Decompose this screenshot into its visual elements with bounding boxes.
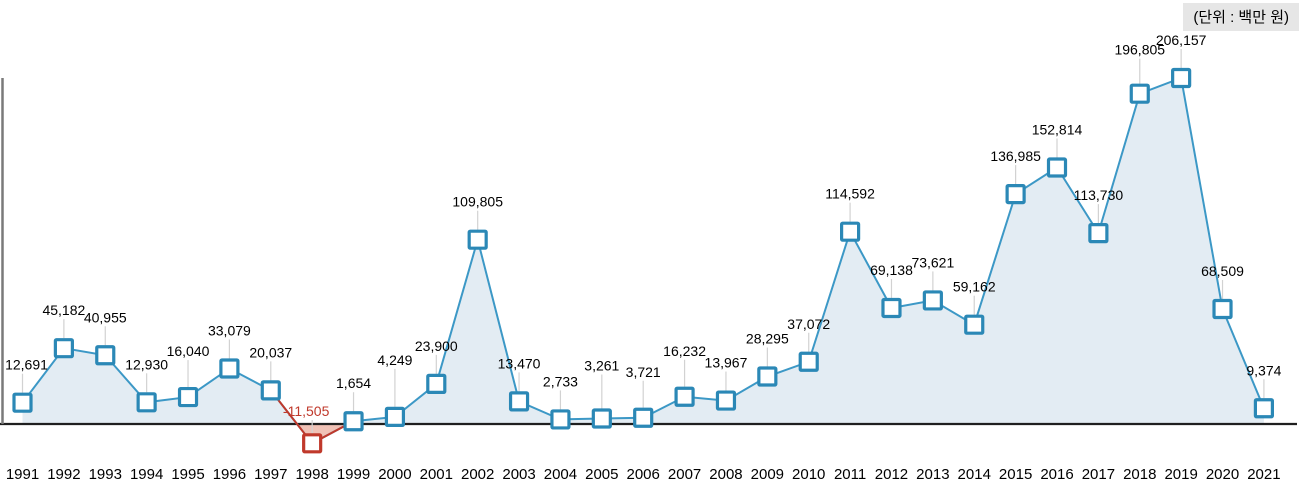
value-label-1993: 40,955: [84, 309, 127, 325]
value-label-1999: 1,654: [336, 375, 371, 391]
x-tick-label-2014: 2014: [958, 466, 991, 483]
value-label-2011: 114,592: [825, 186, 875, 202]
x-tick-label-2008: 2008: [709, 466, 742, 483]
x-tick-label-1994: 1994: [130, 466, 163, 483]
value-label-1994: 12,930: [125, 356, 168, 372]
data-point-marker-2000: [384, 406, 406, 427]
x-tick-label-2021: 2021: [1247, 466, 1280, 483]
x-tick-label-2019: 2019: [1164, 466, 1197, 483]
x-tick-label-1996: 1996: [213, 466, 246, 483]
data-point-marker-1999: [343, 411, 364, 432]
data-point-marker-2011: [839, 221, 861, 242]
x-tick-label-1992: 1992: [47, 466, 80, 483]
data-point-marker-2014: [964, 314, 985, 335]
data-point-marker-2001: [426, 373, 447, 394]
x-tick-label-2002: 2002: [461, 466, 494, 483]
value-label-2013: 73,621: [911, 254, 954, 270]
value-label-2018: 196,805: [1114, 42, 1165, 58]
value-label-2005: 3,261: [584, 358, 619, 374]
data-point-marker-1993: [95, 345, 116, 366]
data-point-marker-2008: [715, 390, 737, 411]
data-point-marker-2017: [1088, 223, 1109, 244]
x-tick-label-2001: 2001: [420, 466, 453, 483]
data-point-marker-1998: [302, 433, 323, 454]
value-label-2001: 23,900: [415, 338, 458, 354]
data-point-marker-2013: [922, 290, 943, 311]
value-label-1997: 20,037: [249, 344, 292, 360]
value-label-2021: 9,374: [1246, 362, 1281, 378]
x-tick-label-1993: 1993: [89, 466, 122, 483]
value-label-2020: 68,509: [1201, 263, 1244, 279]
x-tick-label-1998: 1998: [295, 466, 328, 483]
area-fill-positive: [22, 78, 1264, 424]
data-point-marker-1992: [53, 338, 74, 359]
value-label-1998: -11,505: [283, 403, 330, 419]
x-tick-label-2009: 2009: [751, 466, 784, 483]
x-tick-label-1999: 1999: [337, 466, 370, 483]
data-point-marker-2003: [508, 391, 530, 412]
data-point-marker-2018: [1129, 83, 1150, 104]
value-label-1991: 12,691: [5, 357, 48, 373]
data-point-marker-2016: [1046, 157, 1068, 178]
data-point-marker-2010: [798, 351, 819, 372]
x-tick-label-2020: 2020: [1206, 466, 1239, 483]
data-point-marker-2007: [674, 386, 695, 407]
x-tick-label-2007: 2007: [668, 466, 701, 483]
value-label-1996: 33,079: [208, 322, 251, 338]
data-point-marker-2006: [633, 407, 654, 428]
value-label-2007: 16,232: [663, 343, 706, 359]
data-point-marker-1994: [136, 392, 157, 413]
data-point-marker-2005: [591, 408, 612, 429]
value-label-2000: 4,249: [377, 352, 412, 368]
data-point-marker-1997: [260, 380, 281, 401]
data-point-marker-2012: [881, 297, 902, 319]
data-point-marker-1991: [12, 392, 33, 413]
value-label-2019: 206,157: [1156, 32, 1207, 48]
value-label-2012: 69,138: [870, 262, 913, 278]
x-tick-label-2013: 2013: [916, 466, 949, 483]
x-tick-label-1995: 1995: [171, 466, 204, 483]
value-label-2015: 136,985: [990, 148, 1041, 164]
x-tick-label-2011: 2011: [834, 466, 866, 483]
value-label-2003: 13,470: [498, 355, 541, 371]
x-tick-label-2010: 2010: [792, 466, 825, 483]
x-tick-label-2016: 2016: [1040, 466, 1073, 483]
area-fill-negative: [22, 424, 1264, 444]
data-point-marker-2020: [1212, 298, 1233, 320]
x-tick-label-2003: 2003: [502, 466, 535, 483]
unit-label: (단위 : 백만 원): [1183, 3, 1299, 31]
value-label-2014: 59,162: [953, 279, 996, 295]
value-label-2004: 2,733: [543, 373, 578, 389]
value-label-1992: 45,182: [42, 302, 85, 318]
data-point-marker-2021: [1253, 398, 1275, 419]
value-label-2009: 28,295: [746, 331, 789, 347]
data-point-marker-1996: [219, 358, 240, 379]
data-point-marker-2004: [550, 409, 571, 430]
data-point-marker-2019: [1171, 67, 1192, 89]
value-label-2010: 37,072: [787, 316, 830, 332]
data-point-marker-2002: [467, 229, 488, 250]
x-tick-label-2012: 2012: [875, 466, 908, 483]
x-tick-label-2000: 2000: [378, 466, 411, 483]
x-tick-label-2017: 2017: [1082, 466, 1115, 483]
value-label-2016: 152,814: [1032, 122, 1083, 138]
x-tick-label-2005: 2005: [585, 466, 618, 483]
value-label-2002: 109,805: [452, 194, 503, 210]
x-tick-label-1991: 1991: [6, 466, 39, 483]
data-point-marker-2015: [1005, 183, 1026, 205]
data-point-marker-1995: [177, 386, 199, 408]
value-label-1995: 16,040: [167, 343, 210, 359]
x-tick-label-1997: 1997: [254, 466, 287, 483]
x-tick-label-2006: 2006: [627, 466, 660, 483]
data-point-marker-2009: [757, 366, 778, 387]
x-tick-label-2015: 2015: [999, 466, 1032, 483]
x-tick-label-2004: 2004: [544, 466, 577, 483]
x-tick-label-2018: 2018: [1123, 466, 1156, 483]
value-label-2017: 113,730: [1074, 187, 1124, 203]
value-label-2008: 13,967: [705, 355, 748, 371]
value-label-2006: 3,721: [626, 364, 661, 380]
